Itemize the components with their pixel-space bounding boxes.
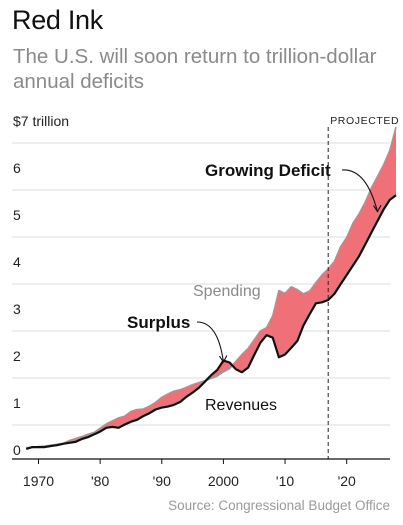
y-tick-label: 3	[13, 301, 21, 317]
deficit-area-layer	[26, 127, 396, 449]
annotation-surplus: Surplus	[127, 313, 190, 332]
growing-deficit-pointer	[341, 169, 379, 212]
x-tick-label: '20	[338, 473, 356, 489]
series-label-revenues: Revenues	[205, 397, 277, 414]
y-tick-label: 6	[13, 160, 21, 176]
x-tick-label: '80	[91, 473, 109, 489]
x-tick-label: 2000	[208, 473, 239, 489]
projection-marker: PROJECTED	[327, 115, 399, 459]
y-tick-label: 5	[13, 207, 21, 223]
revenues-line	[25, 194, 397, 450]
projection-label: PROJECTED	[330, 115, 399, 127]
y-tick-label: 1	[13, 395, 21, 411]
source-note: Source: Congressional Budget Office	[168, 498, 390, 513]
chart-title: Red Ink	[12, 5, 103, 35]
deficit-area	[26, 127, 396, 449]
spending-line	[26, 126, 397, 449]
y-tick-label: $7 trillion	[13, 113, 69, 129]
x-tick-label: 1970	[23, 473, 54, 489]
y-tick-label: 4	[13, 254, 21, 270]
series-lines	[25, 126, 397, 450]
annotation-growing-deficit: Growing Deficit	[205, 161, 331, 180]
growing-deficit-arrowhead	[373, 204, 382, 213]
axes: 0 1 2 3 4 5 6 $7 trillion 1970 '80 '90 2000 '10 '20	[12, 113, 390, 489]
series-label-spending: Spending	[193, 283, 261, 300]
chart-subtitle: The U.S. will soon return to trillion-do…	[13, 45, 377, 93]
x-tick-label: '10	[276, 473, 294, 489]
surplus-pointer	[196, 321, 224, 363]
y-tick-label: 2	[13, 348, 21, 364]
surplus-arrowhead	[218, 355, 228, 364]
y-tick-label: 0	[13, 442, 21, 458]
x-tick-label: '90	[153, 473, 171, 489]
